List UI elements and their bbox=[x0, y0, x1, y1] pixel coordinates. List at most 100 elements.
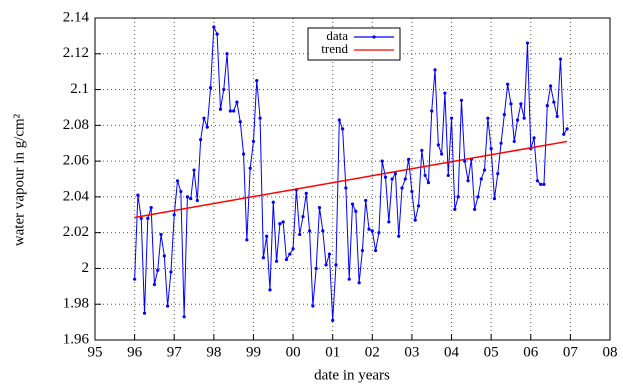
data-point bbox=[430, 109, 434, 113]
y-tick-label: 2.14 bbox=[63, 9, 90, 25]
data-point bbox=[453, 207, 457, 212]
data-point bbox=[136, 193, 140, 197]
data-point bbox=[334, 263, 338, 267]
data-point bbox=[420, 148, 424, 152]
data-point bbox=[156, 268, 160, 272]
legend-box bbox=[307, 27, 401, 61]
x-tick-label: 06 bbox=[523, 344, 539, 360]
data-point bbox=[565, 127, 569, 131]
x-tick-label: 03 bbox=[404, 344, 419, 360]
data-point bbox=[274, 259, 279, 263]
data-point bbox=[380, 159, 384, 163]
data-point bbox=[324, 263, 328, 267]
y-tick-label: 2.1 bbox=[70, 81, 89, 97]
data-point bbox=[241, 152, 246, 156]
data-point bbox=[337, 118, 341, 122]
data-point bbox=[486, 116, 490, 120]
data-point bbox=[268, 288, 272, 292]
data-point bbox=[506, 82, 510, 86]
data-point bbox=[215, 32, 219, 36]
data-point bbox=[225, 52, 229, 56]
data-point bbox=[142, 311, 147, 315]
data-point bbox=[301, 214, 305, 219]
data-point bbox=[459, 98, 464, 102]
data-point bbox=[535, 179, 539, 183]
data-point bbox=[397, 234, 401, 238]
data-point bbox=[212, 25, 216, 29]
data-point bbox=[149, 206, 153, 210]
data-point bbox=[416, 204, 421, 208]
data-point bbox=[479, 177, 483, 181]
data-point bbox=[331, 318, 335, 322]
data-point bbox=[403, 177, 407, 181]
data-point bbox=[146, 216, 150, 220]
data-point bbox=[562, 132, 566, 136]
y-tick-label: 1.96 bbox=[63, 331, 90, 347]
data-point bbox=[446, 173, 450, 178]
data-point bbox=[509, 102, 513, 106]
data-point bbox=[192, 168, 196, 172]
data-point bbox=[159, 232, 163, 237]
legend-marker bbox=[372, 35, 376, 39]
data-point bbox=[387, 220, 391, 224]
data-point bbox=[298, 232, 302, 237]
data-point bbox=[162, 254, 166, 258]
x-tick-label: 08 bbox=[603, 344, 618, 360]
x-tick-label: 99 bbox=[246, 344, 261, 360]
data-point bbox=[383, 175, 388, 179]
data-point bbox=[360, 248, 365, 253]
data-point bbox=[284, 257, 289, 262]
data-point bbox=[179, 189, 183, 194]
y-tick-label: 2.02 bbox=[63, 224, 89, 240]
data-point bbox=[515, 118, 520, 122]
data-point bbox=[390, 177, 394, 181]
x-tick-label: 97 bbox=[167, 344, 183, 360]
legend-label: trend bbox=[321, 41, 348, 56]
data-point bbox=[258, 116, 262, 120]
x-tick-label: 05 bbox=[484, 344, 499, 360]
data-point bbox=[311, 304, 315, 308]
data-point bbox=[189, 197, 193, 201]
data-point bbox=[502, 113, 506, 117]
data-point bbox=[410, 189, 414, 194]
y-tick-label: 2.08 bbox=[63, 117, 89, 133]
data-point bbox=[555, 114, 559, 118]
data-point bbox=[205, 125, 209, 129]
y-tick-label: 2 bbox=[82, 260, 90, 276]
data-point bbox=[347, 277, 351, 281]
data-point bbox=[278, 222, 282, 226]
data-point bbox=[185, 195, 190, 199]
data-point bbox=[202, 116, 206, 120]
series-line bbox=[134, 26, 568, 321]
data-point bbox=[364, 198, 368, 203]
data-point bbox=[166, 304, 170, 308]
data-point bbox=[393, 172, 398, 176]
data-point bbox=[542, 182, 546, 186]
data-point bbox=[548, 84, 553, 88]
data-point bbox=[407, 157, 411, 161]
data-point bbox=[519, 102, 523, 106]
data-point bbox=[255, 79, 259, 83]
data-point bbox=[545, 104, 549, 108]
legend-label: data bbox=[326, 28, 348, 43]
data-point bbox=[525, 41, 530, 45]
data-point bbox=[340, 127, 345, 131]
data-point bbox=[496, 172, 500, 176]
data-point bbox=[473, 207, 477, 212]
data-point bbox=[440, 152, 444, 156]
data-point bbox=[169, 270, 173, 274]
x-tick-label: 00 bbox=[286, 344, 301, 360]
data-point bbox=[512, 139, 516, 144]
x-tick-label: 04 bbox=[444, 344, 460, 360]
data-point bbox=[291, 247, 295, 251]
data-point bbox=[539, 182, 543, 186]
data-point bbox=[327, 252, 332, 256]
data-point bbox=[228, 109, 232, 113]
data-point bbox=[172, 213, 176, 217]
data-point bbox=[400, 186, 404, 190]
data-point bbox=[367, 227, 371, 231]
data-point bbox=[271, 200, 275, 204]
data-point bbox=[466, 179, 470, 183]
x-tick-label: 95 bbox=[88, 344, 103, 360]
